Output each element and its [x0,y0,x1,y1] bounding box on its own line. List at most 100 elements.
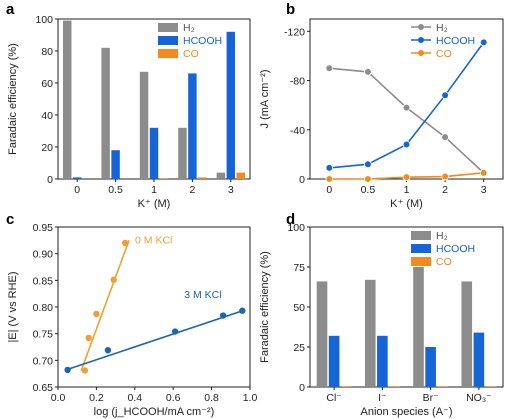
legend-swatch [158,23,178,32]
y-tick-label: 60 [41,78,53,90]
panel-d: d 0 25 50 75 100 Faradaic efficiency (%) Anion … [259,211,504,418]
legend-swatch-marker [418,37,424,43]
bar-hcooh [425,347,436,387]
x-tick-label: 0.5 [361,184,376,196]
series-annotation: 3 M KCl [184,289,221,301]
legend-label: H₂ [436,22,448,34]
bar-hcooh [72,177,82,179]
bar-h [178,127,187,179]
x-axis-label: K⁺ (M) [390,198,423,210]
y-tick-label: 0 [299,382,305,394]
bar-hcooh [149,127,159,179]
y-tick-label: 100 [35,14,53,26]
y-tick-label: 0.65 [33,382,54,394]
legend-label: HCOOH [183,35,222,47]
panel-label: b [286,1,295,18]
y-axis-label: Faradaic efficiency (%) [7,43,19,155]
data-point [239,307,246,314]
bar-hcooh [377,335,388,387]
bar-h [364,279,376,387]
x-tick-label: Br⁻ [423,392,440,404]
legend-label: H₂ [183,22,195,34]
legend-label: HCOOH [436,243,475,255]
y-axis-label: J (mA cm⁻²) [259,70,271,129]
data-point [402,173,411,181]
panel-label: a [6,1,15,18]
data-point [402,103,411,112]
y-tick-label: -40 [290,125,305,137]
panel-label: c [6,211,14,228]
legend-label: CO [436,256,452,268]
x-axis-label: Anion species (A⁻) [360,406,452,418]
data-point [85,334,92,342]
legend-swatch-marker [418,24,424,30]
y-tick-label: 25 [293,342,305,354]
data-point [325,64,334,73]
x-tick-label: Cl⁻ [326,392,342,404]
data-point [479,169,488,177]
bar-h [216,172,226,179]
legend-swatch-marker [418,50,424,56]
x-tick-label: 0 [326,184,332,196]
x-axis-label: K⁺ (M) [138,198,171,210]
data-point [64,366,71,374]
bar-co [159,178,169,179]
data-point [81,367,89,374]
y-tick-label: 0.90 [33,249,54,261]
data-point [441,172,449,181]
panel-label: d [286,211,295,228]
x-tick-label: 1.0 [243,392,258,404]
data-point [110,276,117,283]
x-tick-label: 1 [151,184,157,196]
legend-label: H₂ [436,230,448,242]
x-tick-label: I⁻ [378,392,387,404]
data-point [104,347,112,354]
bar-co [437,386,449,387]
x-tick-label: 0 [74,184,80,196]
bar-hcooh [226,31,236,179]
data-point [441,133,449,141]
legend-swatch [411,257,431,266]
data-point [364,68,372,76]
y-tick-label: -120 [284,26,305,38]
x-tick-label: 0.0 [51,392,66,404]
x-tick-label: 2 [189,184,195,196]
y-tick-label: -80 [290,76,305,88]
y-tick-label: 50 [293,302,305,314]
y-tick-label: 0.75 [33,329,54,341]
bar-h [316,281,328,387]
data-point [219,312,227,319]
x-tick-label: 3 [228,184,234,196]
panel-b: b 0 -40 -80 -120 J (mA cm⁻²) K⁺ (M) 0 0.5 1 2 3 H₂HC… [259,1,504,210]
bar-co [340,386,352,387]
x-tick-label: 0.2 [89,392,104,404]
bar-co [485,386,497,387]
bar-h [413,267,424,387]
data-point [441,91,449,100]
bar-co [389,386,400,387]
bar-hcooh [473,332,485,387]
legend-label: HCOOH [436,35,475,47]
bar-co [198,177,207,179]
data-point [325,164,334,172]
y-tick-label: 0.80 [33,302,54,314]
bar-h [461,281,473,387]
data-point [364,160,372,169]
bar-co [236,172,245,179]
data-point [364,175,372,183]
y-axis-label: Faradaic efficiency (%) [259,251,271,363]
x-tick-label: NO₃⁻ [466,392,492,404]
y-tick-label: 0 [47,174,53,186]
panel-c: c 0.65 0.70 0.75 0.80 0.85 0.90 0.95 |E| (V vs R… [6,211,257,418]
legend-swatch [411,231,431,240]
legend-swatch [411,244,431,253]
data-point [122,239,129,247]
x-tick-label: 0.8 [204,392,219,404]
legend-label: CO [436,48,452,60]
x-tick-label: 0.6 [166,392,181,404]
legend-swatch [158,36,178,45]
bar-hcooh [188,73,197,179]
y-tick-label: 0 [299,174,305,186]
bar-hcooh [111,150,120,179]
